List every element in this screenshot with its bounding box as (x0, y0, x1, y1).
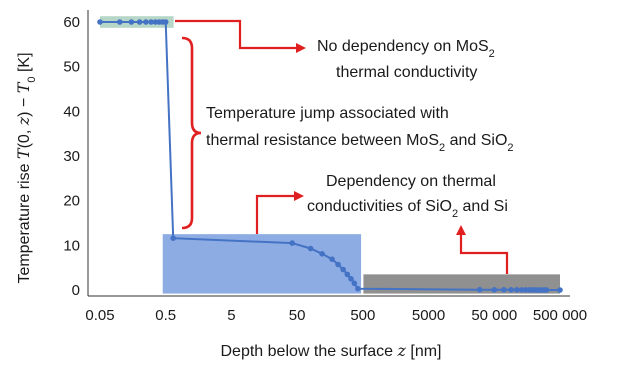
data-point (557, 287, 563, 293)
data-point (162, 19, 169, 25)
data-point (319, 251, 325, 257)
x-tick-label: 50 (289, 307, 306, 324)
y-tick-labels: 0 10 20 30 40 50 60 (63, 14, 80, 299)
arrowhead-sio2-region (294, 191, 304, 201)
data-point (508, 287, 514, 293)
data-point (476, 286, 483, 293)
data-point (543, 287, 550, 293)
x-tick-label: 5 (227, 307, 235, 324)
annotation-no-dependency-2: thermal conductivity (336, 64, 477, 81)
data-point (501, 287, 507, 293)
sio2-region (162, 234, 362, 294)
brace-temperature-jump (181, 36, 202, 230)
data-point (97, 19, 103, 25)
data-point (136, 19, 143, 25)
arrow-sio2-region (255, 194, 294, 234)
y-tick-label: 10 (63, 237, 80, 254)
data-point (355, 285, 361, 292)
x-tick-label: 5000 (412, 307, 445, 324)
annotation-temperature-jump-2: thermal resistance between MoS2 and SiO2 (206, 132, 514, 154)
data-point (351, 280, 358, 287)
annotation-dependency-2: conductivities of SiO2 and Si (307, 198, 508, 220)
y-tick-label: 40 (63, 103, 80, 120)
data-point (329, 256, 335, 263)
y-tick-label: 30 (63, 148, 80, 165)
y-tick-label: 50 (63, 59, 80, 76)
x-tick-label: 0.5 (155, 307, 176, 324)
data-point (514, 287, 520, 293)
y-tick-label: 20 (63, 193, 80, 210)
x-tick-label: 50 000 (471, 307, 517, 324)
data-point (518, 287, 525, 293)
data-point (289, 240, 296, 246)
data-point (491, 287, 498, 293)
x-tick-label: 0.05 (85, 307, 114, 324)
annotation-dependency-1: Dependency on thermal (326, 173, 496, 190)
annotation-temperature-jump-1: Temperature jump associated with (206, 105, 449, 122)
annotation-no-dependency-1: No dependency on MoS2 (317, 38, 495, 60)
x-tick-label: 500 000 (533, 307, 587, 324)
data-point (344, 271, 351, 278)
y-tick-label: 0 (72, 282, 80, 299)
arrow-si-region (459, 235, 509, 274)
annotation-arrows (175, 19, 509, 274)
data-point (128, 19, 135, 25)
x-tick-labels: 0.05 0.5 5 50 500 5000 50 000 500 000 (85, 307, 587, 324)
data-point (348, 276, 354, 282)
x-tick-label: 500 (350, 307, 375, 324)
data-point (143, 19, 149, 25)
arrow-no-dependency (175, 19, 296, 50)
data-point (148, 19, 154, 25)
y-axis-title: Temperature rise T(0, z) − T0 [K] (14, 52, 38, 283)
data-point (335, 261, 341, 268)
x-axis-title: Depth below the surface z [nm] (221, 341, 442, 360)
data-point (340, 266, 346, 273)
y-tick-label: 60 (63, 14, 80, 31)
data-point (170, 235, 176, 241)
data-point (307, 245, 314, 252)
series-markers (97, 19, 563, 293)
arrowhead-no-dependency (296, 43, 306, 53)
arrowhead-si-region (456, 225, 466, 235)
data-point (117, 19, 123, 25)
